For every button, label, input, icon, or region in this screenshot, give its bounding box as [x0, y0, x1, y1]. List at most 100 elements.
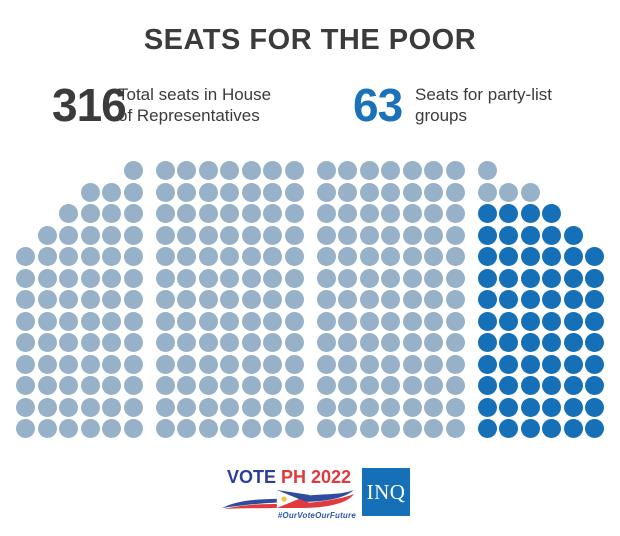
seat-dot-regular	[338, 397, 357, 417]
seat-dot-regular	[316, 311, 336, 331]
seat-dot-regular	[198, 354, 218, 374]
inq-logo: INQ	[362, 468, 410, 516]
seat-dot-regular	[80, 311, 100, 331]
seat-dot-regular	[177, 225, 196, 245]
seat-dot-partylist	[563, 376, 583, 395]
seat-dot-regular	[359, 333, 379, 352]
seat-dot-partylist	[520, 268, 540, 288]
seat-dot-regular	[445, 204, 465, 223]
seat-dot-regular	[284, 225, 304, 245]
seat-dot-regular	[424, 268, 443, 288]
seat-dot-regular	[123, 225, 143, 245]
seat-dot-partylist	[585, 311, 604, 331]
seat-dot-regular	[16, 376, 35, 395]
seat-dot-partylist	[542, 333, 561, 352]
seat-dot-partylist	[563, 333, 583, 352]
seat-dot-regular	[402, 290, 422, 309]
seat-dot-regular	[198, 268, 218, 288]
seat-dot-regular	[338, 247, 357, 266]
seat-dot-partylist	[585, 354, 604, 374]
seat-dot-regular	[381, 161, 400, 180]
seat-dot-regular	[338, 419, 357, 438]
seat-dot-regular	[338, 311, 357, 331]
seat-dot-regular	[123, 333, 143, 352]
seat-dot-regular	[59, 247, 78, 266]
seat-dot-regular	[263, 204, 282, 223]
stat-total-label: Total seats in House of Representatives	[118, 85, 272, 125]
seat-dot-regular	[155, 247, 175, 266]
seat-dot-regular	[220, 161, 239, 180]
seat-block-outer-right	[477, 161, 604, 438]
seat-dot-partylist	[585, 247, 604, 266]
seat-dot-partylist	[520, 376, 540, 395]
seat-dot-regular	[338, 333, 357, 352]
seat-dot-regular	[381, 333, 400, 352]
seat-dot-regular	[424, 225, 443, 245]
seat-dot-partylist	[563, 311, 583, 331]
seat-dot-regular	[241, 225, 261, 245]
seat-dot-partylist	[477, 397, 497, 417]
seat-dot-regular	[198, 419, 218, 438]
seat-dot-regular	[424, 333, 443, 352]
chart-title: SEATS FOR THE POOR	[143, 24, 477, 56]
seat-dot-regular	[220, 182, 239, 202]
seat-dot-regular	[359, 290, 379, 309]
seat-dot-partylist	[563, 247, 583, 266]
seat-dot-regular	[80, 333, 100, 352]
seat-dot-regular	[59, 419, 78, 438]
seat-dot-partylist	[542, 268, 561, 288]
seat-dot-regular	[59, 268, 78, 288]
seat-dot-partylist	[563, 419, 583, 438]
seat-dot-regular	[102, 376, 121, 395]
seat-dot-regular	[284, 161, 304, 180]
seat-dot-partylist	[542, 397, 561, 417]
seat-dot-regular	[155, 376, 175, 395]
seat-dot-regular	[477, 161, 497, 180]
seat-dot-partylist	[520, 354, 540, 374]
flag-ribbon-icon	[222, 489, 354, 509]
seat-dot-regular	[381, 247, 400, 266]
seat-dot-regular	[241, 333, 261, 352]
seat-dot-regular	[155, 290, 175, 309]
seat-dot-partylist	[499, 419, 518, 438]
seat-dot-regular	[177, 354, 196, 374]
seat-dot-regular	[198, 247, 218, 266]
seat-dot-regular	[445, 354, 465, 374]
seat-dot-regular	[80, 182, 100, 202]
seat-dot-regular	[316, 182, 336, 202]
seat-dot-regular	[381, 182, 400, 202]
seat-dot-regular	[445, 182, 465, 202]
seat-dot-regular	[284, 376, 304, 395]
hashtag: #OurVoteOurFuture	[277, 511, 356, 520]
seat-dot-regular	[445, 161, 465, 180]
seat-dot-regular	[198, 397, 218, 417]
seat-dot-regular	[284, 204, 304, 223]
seat-dot-partylist	[542, 376, 561, 395]
seat-dot-regular	[198, 182, 218, 202]
seat-dot-regular	[424, 290, 443, 309]
seat-dot-regular	[445, 397, 465, 417]
seat-dot-partylist	[542, 290, 561, 309]
seat-dot-partylist	[520, 397, 540, 417]
seat-block-center-right	[316, 161, 465, 438]
seat-dot-regular	[155, 311, 175, 331]
seat-dot-regular	[102, 225, 121, 245]
seat-dot-regular	[220, 419, 239, 438]
seat-dot-regular	[16, 354, 35, 374]
seat-dot-regular	[177, 182, 196, 202]
seat-dot-regular	[338, 182, 357, 202]
seat-dot-regular	[198, 204, 218, 223]
seat-dot-regular	[424, 204, 443, 223]
seat-dot-regular	[241, 290, 261, 309]
seat-dot-regular	[123, 268, 143, 288]
seat-dot-partylist	[499, 333, 518, 352]
seat-dot-regular	[241, 311, 261, 331]
seat-dot-regular	[155, 397, 175, 417]
seat-dot-regular	[445, 376, 465, 395]
seat-dot-regular	[316, 225, 336, 245]
seat-dot-regular	[102, 333, 121, 352]
seat-dot-regular	[445, 333, 465, 352]
seat-dot-regular	[402, 204, 422, 223]
seat-dot-partylist	[477, 376, 497, 395]
seat-dot-partylist	[520, 225, 540, 245]
